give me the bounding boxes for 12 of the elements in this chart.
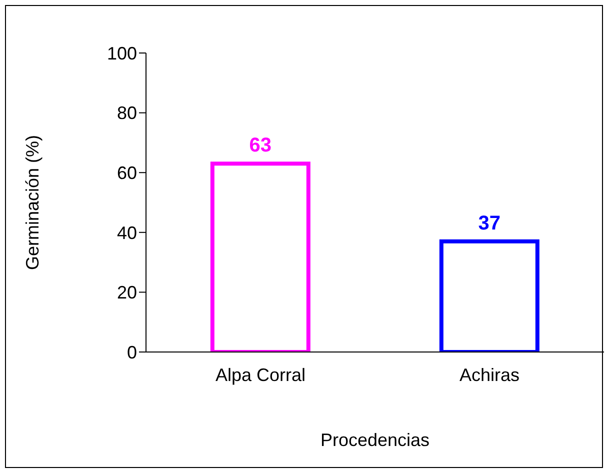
y-tick-label: 40 [116,222,137,243]
y-tick-label: 100 [106,43,137,64]
y-tick-label: 0 [126,342,137,362]
x-tick-label: Achiras [459,364,520,385]
data-label: 37 [478,212,501,234]
y-tick-label: 60 [116,162,137,183]
y-axis-title: Germinación (%) [22,134,42,270]
data-label: 63 [249,134,272,157]
x-tick-label: Alpa Corral [215,364,306,385]
y-tick-label: 20 [116,282,137,303]
y-tick-label: 80 [116,103,137,124]
x-axis-title: Procedencias [320,430,430,450]
